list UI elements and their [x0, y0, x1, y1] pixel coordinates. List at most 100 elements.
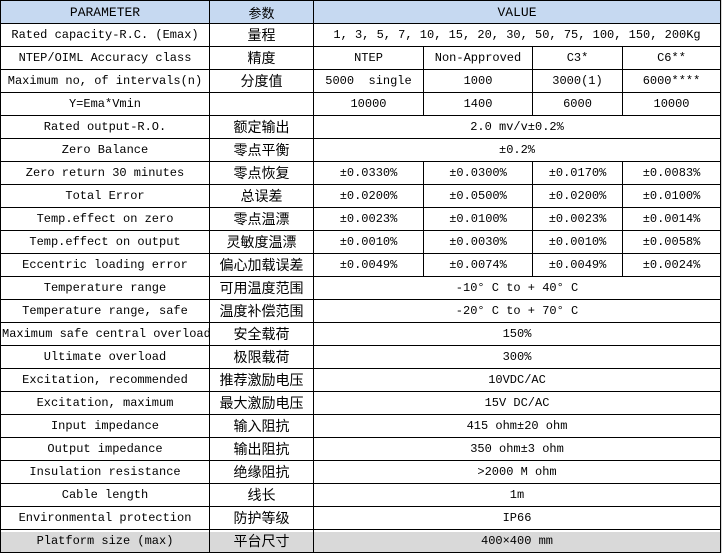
- value-cell: ±0.0024%: [621, 253, 722, 277]
- param-cn: 灵敏度温漂: [209, 230, 314, 254]
- param-cn: 平台尺寸: [209, 529, 314, 553]
- param-cn: 最大激励电压: [209, 391, 314, 415]
- value-cell: 10000: [313, 92, 424, 116]
- value-cell: ±0.0010%: [532, 230, 623, 254]
- value-cell: ±0.0200%: [313, 184, 424, 208]
- table-row-platform-size: Platform size (max) 平台尺寸 400×400 mm: [0, 529, 722, 553]
- table-row-output-impedance: Output impedance 输出阻抗 350 ohm±3 ohm: [0, 437, 722, 461]
- param-en: Rated output-R.O.: [0, 115, 210, 139]
- value-cell: 150%: [312, 322, 722, 346]
- header-row: PARAMETER 参数 VALUE: [0, 0, 722, 24]
- value-cell: 6000: [532, 92, 623, 116]
- value-cell: 400×400 mm: [312, 529, 722, 553]
- param-en: Temp.effect on output: [0, 230, 210, 254]
- param-en: Temp.effect on zero: [0, 207, 210, 231]
- param-cn: 零点温漂: [209, 207, 314, 231]
- param-cn: 可用温度范围: [209, 276, 314, 300]
- value-cell: ±0.0200%: [532, 184, 623, 208]
- value-cell: 6000****: [621, 69, 722, 93]
- value-cell: ±0.0030%: [423, 230, 533, 254]
- table-row-temp-effect-output: Temp.effect on output 灵敏度温漂 ±0.0010% ±0.…: [0, 230, 722, 254]
- table-row-safe-overload: Maximum safe central overload 安全载荷 150%: [0, 322, 722, 346]
- param-cn: 精度: [209, 46, 314, 70]
- value-cell: 300%: [312, 345, 722, 369]
- col-header-param-cn: 参数: [209, 0, 314, 24]
- table-row-insulation-resistance: Insulation resistance 绝缘阻抗 >2000 M ohm: [0, 460, 722, 484]
- value-cell: 1000: [423, 69, 533, 93]
- table-row-y-ema-vmin: Y=Ema*Vmin 10000 1400 6000 10000: [0, 92, 722, 116]
- value-cell: NTEP: [313, 46, 424, 70]
- param-cn: [209, 92, 314, 116]
- param-cn: 分度值: [209, 69, 314, 93]
- param-en: Y=Ema*Vmin: [0, 92, 210, 116]
- param-en: Platform size (max): [0, 529, 210, 553]
- table-row-temperature-range: Temperature range 可用温度范围 -10° C to + 40°…: [0, 276, 722, 300]
- param-cn: 推荐激励电压: [209, 368, 314, 392]
- param-cn: 绝缘阻抗: [209, 460, 314, 484]
- col-header-parameter: PARAMETER: [0, 0, 210, 24]
- value-cell: ±0.0049%: [532, 253, 623, 277]
- value-cell: C6**: [621, 46, 722, 70]
- param-cn: 极限载荷: [209, 345, 314, 369]
- param-cn: 安全载荷: [209, 322, 314, 346]
- value-cell: 10000: [621, 92, 722, 116]
- col-header-value: VALUE: [312, 0, 722, 24]
- value-cell: 1400: [423, 92, 533, 116]
- value-cell: ±0.0074%: [423, 253, 533, 277]
- table-row-zero-return: Zero return 30 minutes 零点恢复 ±0.0330% ±0.…: [0, 161, 722, 185]
- param-en: Temperature range: [0, 276, 210, 300]
- value-cell: Non-Approved: [423, 46, 533, 70]
- value-cell: 415 ohm±20 ohm: [312, 414, 722, 438]
- value-cell: IP66: [312, 506, 722, 530]
- table-row-rated-output: Rated output-R.O. 额定输出 2.0 mv/v±0.2%: [0, 115, 722, 139]
- value-cell: ±0.0300%: [423, 161, 533, 185]
- table-row-temp-effect-zero: Temp.effect on zero 零点温漂 ±0.0023% ±0.010…: [0, 207, 722, 231]
- value-cell: 1, 3, 5, 7, 10, 15, 20, 30, 50, 75, 100,…: [312, 23, 722, 47]
- value-cell: -10° C to + 40° C: [312, 276, 722, 300]
- param-en: NTEP/OIML Accuracy class: [0, 46, 210, 70]
- value-cell: ±0.0100%: [621, 184, 722, 208]
- table-row-accuracy-class: NTEP/OIML Accuracy class 精度 NTEP Non-App…: [0, 46, 722, 70]
- value-cell: ±0.0100%: [423, 207, 533, 231]
- value-cell: ±0.0083%: [621, 161, 722, 185]
- param-en: Zero return 30 minutes: [0, 161, 210, 185]
- param-cn: 零点恢复: [209, 161, 314, 185]
- param-cn: 量程: [209, 23, 314, 47]
- table-row-rated-capacity: Rated capacity-R.C. (Emax) 量程 1, 3, 5, 7…: [0, 23, 722, 47]
- table-row-temperature-range-safe: Temperature range, safe 温度补偿范围 -20° C to…: [0, 299, 722, 323]
- param-en: Rated capacity-R.C. (Emax): [0, 23, 210, 47]
- value-cell: ±0.0010%: [313, 230, 424, 254]
- param-cn: 线长: [209, 483, 314, 507]
- value-cell: ±0.0023%: [532, 207, 623, 231]
- value-cell: ±0.0330%: [313, 161, 424, 185]
- param-en: Environmental protection: [0, 506, 210, 530]
- table-row-excitation-maximum: Excitation, maximum 最大激励电压 15V DC/AC: [0, 391, 722, 415]
- table-row-cable-length: Cable length 线长 1m: [0, 483, 722, 507]
- param-cn: 零点平衡: [209, 138, 314, 162]
- value-cell: ±0.0023%: [313, 207, 424, 231]
- param-en: Cable length: [0, 483, 210, 507]
- value-cell: ±0.2%: [312, 138, 722, 162]
- table-row-eccentric-loading: Eccentric loading error 偏心加载误差 ±0.0049% …: [0, 253, 722, 277]
- table-row-zero-balance: Zero Balance 零点平衡 ±0.2%: [0, 138, 722, 162]
- param-en: Insulation resistance: [0, 460, 210, 484]
- param-en: Output impedance: [0, 437, 210, 461]
- value-cell: 2.0 mv/v±0.2%: [312, 115, 722, 139]
- value-cell: 350 ohm±3 ohm: [312, 437, 722, 461]
- value-cell: 1m: [312, 483, 722, 507]
- param-cn: 输入阻抗: [209, 414, 314, 438]
- value-cell: ±0.0014%: [621, 207, 722, 231]
- value-cell: 3000(1): [532, 69, 623, 93]
- param-en: Excitation, maximum: [0, 391, 210, 415]
- value-cell: ±0.0058%: [621, 230, 722, 254]
- table-row-ultimate-overload: Ultimate overload 极限载荷 300%: [0, 345, 722, 369]
- param-en: Maximum no, of intervals(n): [0, 69, 210, 93]
- value-cell: 10VDC/AC: [312, 368, 722, 392]
- param-cn: 防护等级: [209, 506, 314, 530]
- table-row-input-impedance: Input impedance 输入阻抗 415 ohm±20 ohm: [0, 414, 722, 438]
- param-en: Total Error: [0, 184, 210, 208]
- param-en: Excitation, recommended: [0, 368, 210, 392]
- param-en: Maximum safe central overload: [0, 322, 210, 346]
- param-en: Ultimate overload: [0, 345, 210, 369]
